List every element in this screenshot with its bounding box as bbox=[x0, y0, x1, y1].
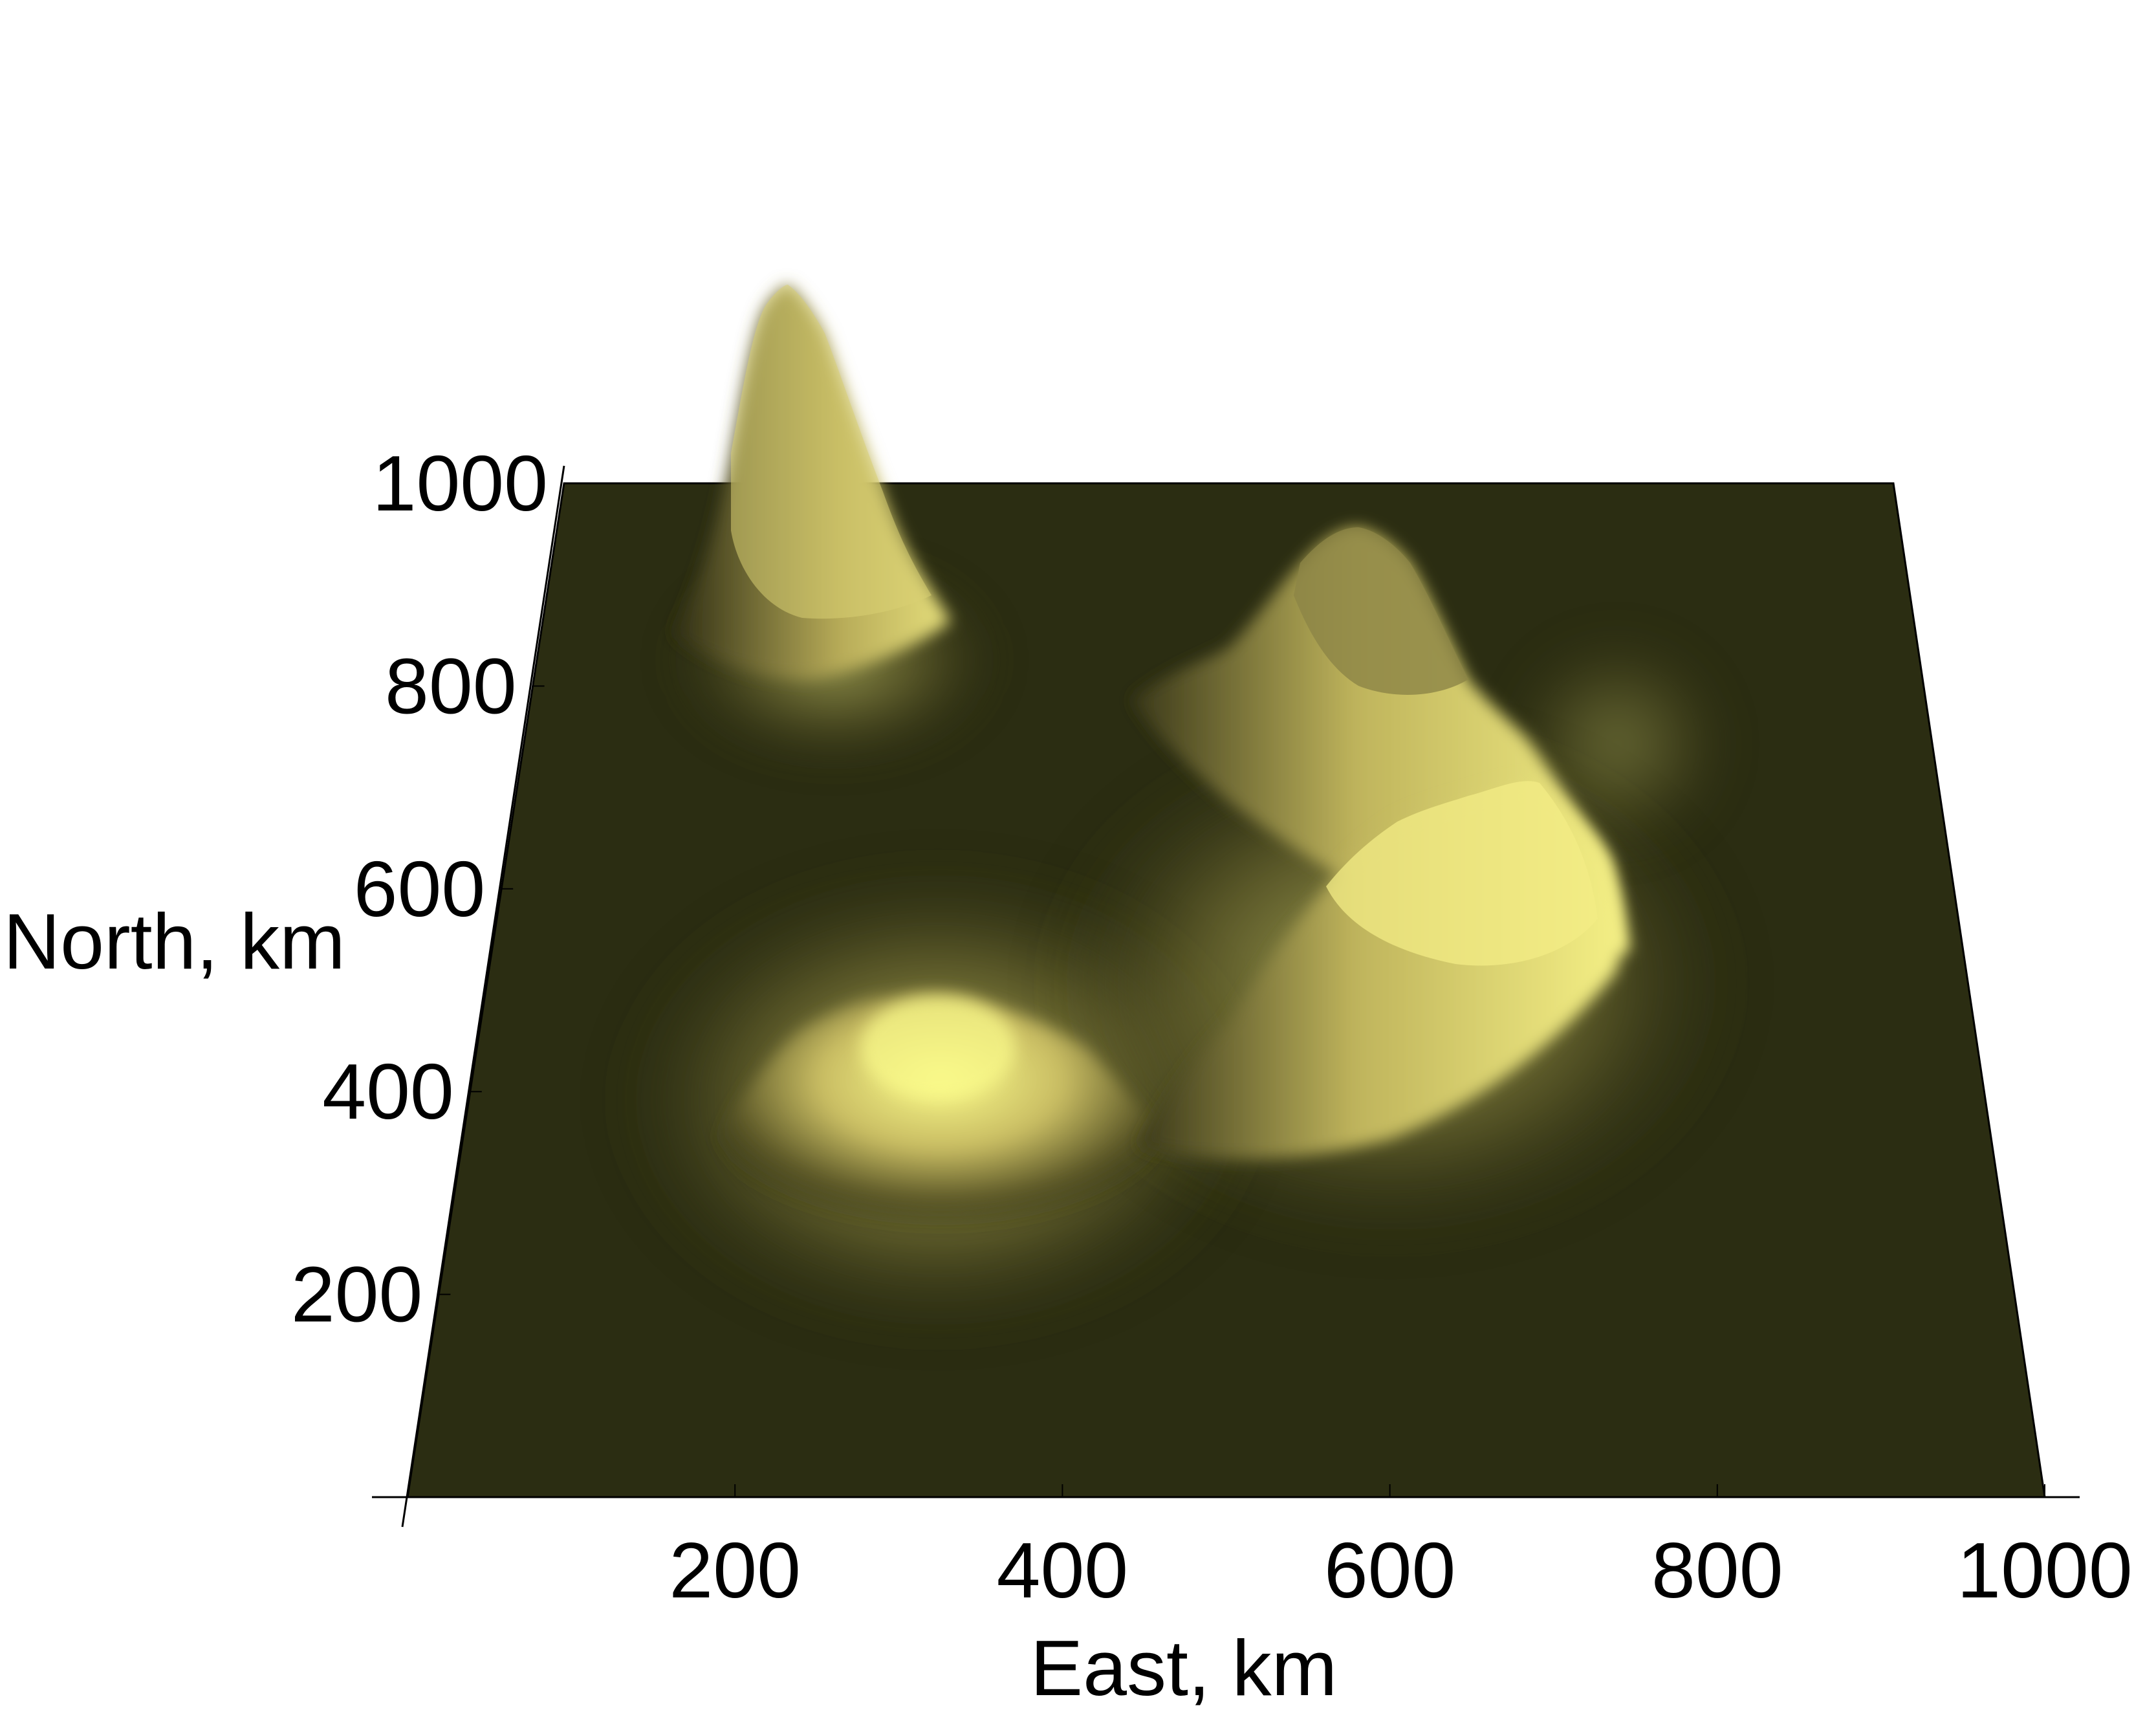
y-tick-label: 800 bbox=[385, 642, 517, 730]
left-edge-line bbox=[401, 465, 565, 1528]
peak-tall bbox=[673, 285, 951, 679]
y-axis-title: North, km bbox=[3, 897, 345, 985]
y-axis-ticks: 200 400 600 800 1000 bbox=[291, 439, 576, 1339]
x-tick-label: 400 bbox=[997, 1526, 1129, 1614]
x-axis-title: East, km bbox=[1030, 1624, 1338, 1710]
y-tick-label: 600 bbox=[354, 845, 486, 933]
ridge-lower-right bbox=[1138, 781, 1620, 1159]
x-tick-label: 200 bbox=[669, 1526, 801, 1614]
y-tick-label: 400 bbox=[322, 1047, 454, 1135]
peak-lower-left bbox=[718, 991, 1164, 1244]
x-tick-label: 800 bbox=[1651, 1526, 1783, 1614]
x-tick-label: 600 bbox=[1324, 1526, 1456, 1614]
y-tick-label: 200 bbox=[291, 1251, 423, 1339]
x-tick-label: 1000 bbox=[1957, 1526, 2132, 1614]
y-tick-label: 1000 bbox=[373, 439, 548, 527]
x-axis-ticks: 200 400 600 800 1000 bbox=[669, 1484, 2133, 1614]
